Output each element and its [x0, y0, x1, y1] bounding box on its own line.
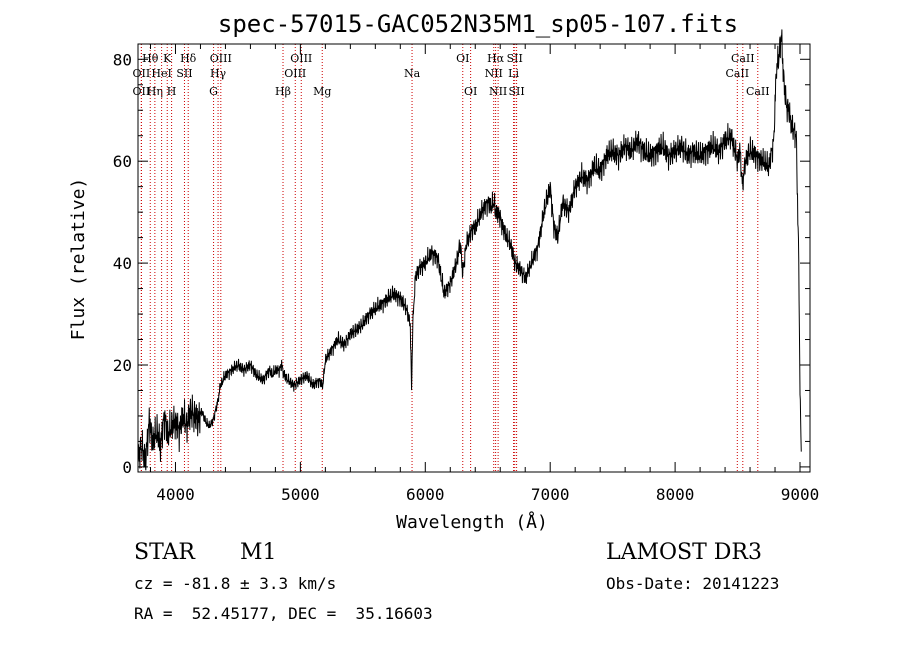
coordinates: RA = 52.45177, DEC = 35.16603 [134, 604, 433, 623]
object-class: STAR [134, 540, 195, 565]
x-tick-label-0: 4000 [156, 485, 195, 504]
line-marker-label-18: OI [464, 85, 477, 98]
line-marker-label-1: OII [133, 85, 151, 98]
line-marker-label-4: HeI [151, 67, 171, 80]
y-axis-ticks: 0 20 40 60 80 [113, 50, 810, 477]
y-tick-label-3: 60 [113, 152, 132, 171]
x-axis-ticks: 4000 5000 6000 7000 8000 9000 [149, 44, 820, 504]
y-tick-label-2: 40 [113, 254, 132, 273]
x-axis-label: Wavelength (Å) [396, 511, 548, 533]
line-marker-label-19: NII [485, 67, 503, 80]
spectrum-series [137, 29, 802, 471]
line-marker-label-20: Hα [487, 52, 505, 65]
line-marker-label-10: Hγ [210, 67, 227, 80]
y-tick-label-1: 20 [113, 356, 132, 375]
line-marker-label-7: SII [176, 67, 192, 80]
x-tick-label-4: 8000 [656, 485, 695, 504]
line-marker-label-15: Mg [313, 85, 331, 98]
y-tick-label-0: 0 [122, 458, 132, 477]
series-line-0 [137, 29, 802, 471]
plot-frame [137, 43, 811, 473]
y-tick-label-4: 80 [113, 50, 132, 69]
x-tick-label-1: 5000 [281, 485, 320, 504]
redshift-readout: cz = -81.8 ± 3.3 km/s [134, 574, 337, 593]
obs-date: Obs-Date: 20141223 [606, 574, 780, 593]
x-tick-label-5: 9000 [781, 485, 820, 504]
survey-name: LAMOST DR3 [606, 540, 762, 565]
line-marker-label-23: SII [507, 52, 523, 65]
line-marker-label-24: SII [508, 85, 524, 98]
line-marker-label-14: OIII [290, 52, 312, 65]
line-marker-label-3: Hη [147, 85, 163, 98]
line-marker-label-6: H [167, 85, 177, 98]
line-marker-label-16: Na [404, 67, 421, 80]
line-marker-label-22: Li [508, 67, 519, 80]
line-marker-label-21: NII [489, 85, 507, 98]
line-marker-label-25: CaII [725, 67, 749, 80]
line-marker-label-26: CaII [731, 52, 755, 65]
line-marker-label-9: G [209, 85, 218, 98]
line-marker-label-12: Hβ [275, 85, 291, 98]
line-marker-label-27: CaII [746, 85, 770, 98]
line-marker-label-5: K [163, 52, 172, 65]
line-marker-label-17: OI [456, 52, 469, 65]
x-tick-label-2: 6000 [406, 485, 445, 504]
x-tick-label-3: 7000 [531, 485, 570, 504]
emission-line-markers: OII OII Hθ Hη HeI K H SII Hδ G Hγ OIII Hβ OIII OIII Mg N… [133, 44, 770, 472]
object-subclass: M1 [240, 540, 277, 565]
line-marker-label-0: OII [133, 67, 151, 80]
line-marker-label-8: Hδ [180, 52, 197, 65]
line-marker-label-11: OIII [210, 52, 232, 65]
line-marker-label-2: Hθ [142, 52, 159, 65]
y-axis-label: Flux (relative) [68, 178, 89, 341]
chart-title: spec-57015-GAC052N35M1_sp05-107.fits [218, 10, 738, 38]
line-marker-label-13: OIII [284, 67, 306, 80]
